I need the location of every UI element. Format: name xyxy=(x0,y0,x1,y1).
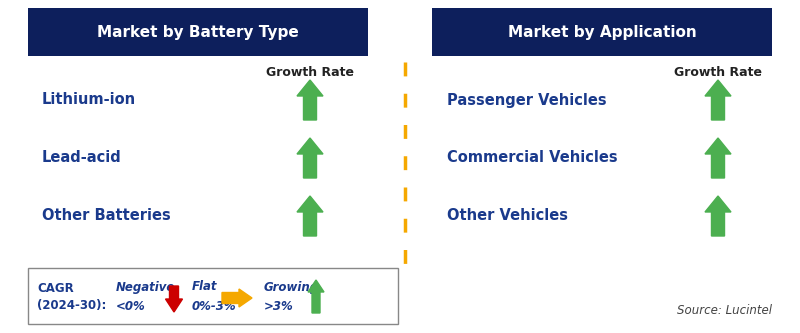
Text: Source: Lucintel: Source: Lucintel xyxy=(677,303,772,316)
Text: Growth Rate: Growth Rate xyxy=(266,67,354,80)
Text: Other Batteries: Other Batteries xyxy=(42,208,170,223)
Text: CAGR: CAGR xyxy=(37,281,74,294)
Text: Lithium-ion: Lithium-ion xyxy=(42,93,136,108)
Text: Market by Battery Type: Market by Battery Type xyxy=(97,25,299,40)
FancyArrow shape xyxy=(308,280,324,313)
Text: Growing: Growing xyxy=(264,280,319,293)
FancyArrow shape xyxy=(222,289,252,307)
FancyArrow shape xyxy=(297,196,323,236)
Text: Negative: Negative xyxy=(116,280,175,293)
FancyArrow shape xyxy=(705,138,731,178)
Text: Other Vehicles: Other Vehicles xyxy=(447,208,568,223)
Text: Growth Rate: Growth Rate xyxy=(674,67,762,80)
Text: Lead-acid: Lead-acid xyxy=(42,151,122,166)
Text: <0%: <0% xyxy=(116,299,146,312)
Bar xyxy=(432,8,772,56)
FancyArrow shape xyxy=(297,138,323,178)
Text: Market by Application: Market by Application xyxy=(508,25,696,40)
Text: Commercial Vehicles: Commercial Vehicles xyxy=(447,151,618,166)
FancyArrow shape xyxy=(297,80,323,120)
Text: Flat: Flat xyxy=(192,280,218,293)
Text: 0%-3%: 0%-3% xyxy=(192,299,237,312)
Text: >3%: >3% xyxy=(264,299,294,312)
Bar xyxy=(28,8,368,56)
Text: Passenger Vehicles: Passenger Vehicles xyxy=(447,93,606,108)
Text: (2024-30):: (2024-30): xyxy=(37,299,106,312)
FancyArrow shape xyxy=(166,286,182,312)
Bar xyxy=(28,268,398,324)
FancyArrow shape xyxy=(705,196,731,236)
FancyArrow shape xyxy=(705,80,731,120)
